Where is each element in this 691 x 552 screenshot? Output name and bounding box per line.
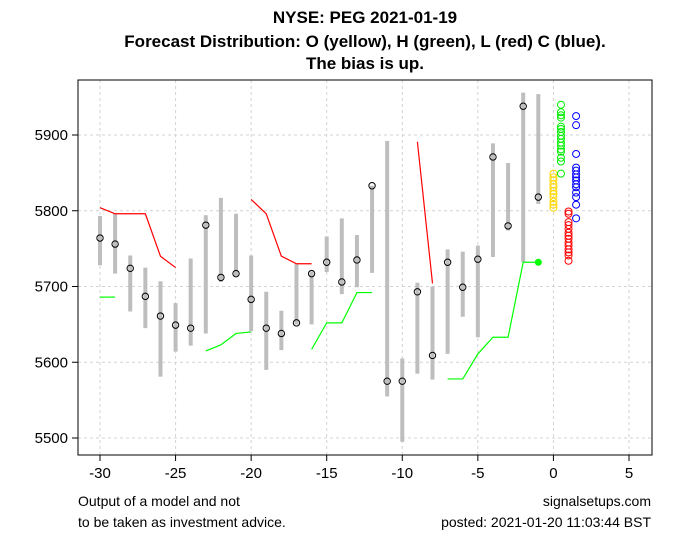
- plot-marks: [96, 92, 581, 442]
- close-point: [156, 312, 165, 320]
- forecast-open-point: [549, 193, 558, 202]
- x-tick-label: 0: [549, 465, 557, 482]
- close-point: [383, 377, 391, 385]
- chart-title: NYSE: PEG 2021-01-19: [273, 8, 457, 27]
- forecast-low-point: [564, 209, 573, 218]
- forecast-open-point: [549, 200, 558, 209]
- forecast-high-point: [556, 100, 565, 109]
- close-point: [474, 255, 482, 263]
- site-name: signalsetups.com: [543, 493, 651, 509]
- posted-timestamp: posted: 2021-01-20 11:03:44 BST: [441, 514, 651, 530]
- forecast-close-point: [572, 180, 581, 189]
- forecast-open-point: [549, 197, 558, 206]
- axes: -30 -25 -20 -15 -10 -5 0 5 5500 5600 5700 5800 5900: [35, 127, 634, 482]
- close-point: [504, 222, 512, 230]
- lower-band-line: [311, 291, 373, 350]
- forecast-open-point: [549, 187, 558, 196]
- close-point: [459, 283, 467, 291]
- forecast-high-point: [556, 111, 565, 120]
- forecast-high-point: [556, 169, 565, 178]
- forecast-low-point: [564, 221, 573, 230]
- forecast-low-point: [564, 245, 573, 254]
- disclaimer-line-1: Output of a model and not: [78, 493, 240, 509]
- x-tick-label: -25: [165, 465, 187, 482]
- close-point: [171, 321, 180, 329]
- close-point: [323, 258, 331, 266]
- plot-frame: [77, 79, 653, 456]
- close-point: [353, 256, 361, 264]
- forecast-low-point: [564, 248, 573, 257]
- y-tick-label: 5500: [35, 430, 68, 447]
- close-point: [398, 377, 406, 385]
- y-tick-label: 5600: [35, 354, 68, 371]
- x-tick-label: -10: [391, 465, 413, 482]
- x-tick-label: 5: [625, 465, 633, 482]
- forecast-high-point: [556, 157, 565, 166]
- forecast-high-point: [556, 153, 565, 162]
- forecast-close-point: [572, 214, 581, 223]
- forecast-close-point: [572, 121, 581, 130]
- upper-band-line: [250, 198, 312, 265]
- forecast-close-point: [572, 170, 581, 179]
- forecast-close-point: [572, 188, 581, 197]
- chart-bias-note: The bias is up.: [306, 54, 424, 73]
- x-tick-label: -30: [89, 465, 111, 482]
- forecast-low-point: [564, 256, 573, 265]
- close-point: [96, 234, 104, 242]
- x-tick-label: -20: [240, 465, 262, 482]
- close-point: [519, 102, 527, 110]
- forecast-close-point: [572, 200, 581, 209]
- y-tick-label: 5700: [35, 279, 68, 296]
- forecast-high-point: [556, 122, 565, 131]
- close-point: [202, 221, 210, 229]
- forecast-low-point: [564, 207, 573, 216]
- y-tick-label: 5900: [35, 127, 68, 144]
- forecast-low-point: [564, 251, 573, 260]
- forecast-close-point: [572, 193, 581, 202]
- close-point: [217, 273, 225, 282]
- close-point: [534, 193, 543, 201]
- close-point: [307, 269, 316, 278]
- close-point: [277, 329, 286, 338]
- forecast-high-point: [556, 113, 565, 122]
- close-point: [247, 295, 255, 304]
- close-point: [368, 182, 376, 190]
- close-point: [338, 278, 346, 286]
- close-point: [141, 292, 150, 301]
- close-point: [232, 269, 240, 278]
- forecast-high-point: [556, 108, 565, 117]
- close-point: [443, 258, 452, 266]
- forecast-high-point: [556, 141, 565, 150]
- forecast-high-point: [556, 147, 565, 156]
- forecast-high-point: [556, 145, 565, 154]
- forecast-open-point: [549, 203, 558, 212]
- upper-band-line: [99, 207, 176, 269]
- forecast-close-point: [572, 183, 581, 192]
- grid: [78, 80, 652, 455]
- chart-subtitle: Forecast Distribution: O (yellow), H (gr…: [124, 32, 605, 51]
- forecast-open-point: [549, 190, 558, 199]
- x-tick-label: -5: [471, 465, 484, 482]
- lower-band-line: [447, 261, 539, 380]
- y-tick-label: 5800: [35, 203, 68, 220]
- forecast-close-point: [572, 149, 581, 158]
- upper-band-line: [416, 141, 434, 284]
- close-point: [489, 153, 497, 161]
- forecast-low-point: [564, 228, 573, 237]
- close-point: [262, 324, 270, 332]
- close-point: [413, 288, 422, 296]
- close-point: [111, 240, 119, 248]
- close-point: [428, 351, 437, 360]
- close-point: [186, 324, 195, 332]
- close-point: [292, 319, 301, 327]
- lower-band-line: [205, 331, 252, 352]
- last-close-dot: [534, 258, 542, 266]
- x-tick-label: -15: [316, 465, 338, 482]
- close-point: [126, 264, 134, 273]
- disclaimer-line-2: to be taken as investment advice.: [78, 514, 286, 530]
- forecast-close-point: [572, 112, 581, 121]
